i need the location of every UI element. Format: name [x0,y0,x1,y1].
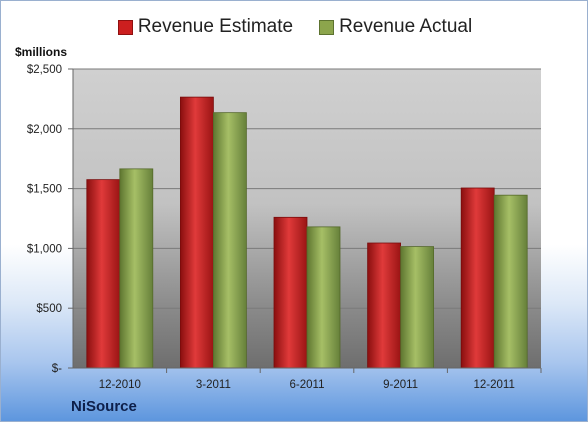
legend-item-actual: Revenue Actual [319,16,472,38]
bar-revenue-actual [306,226,341,369]
x-tick-label: 3-2011 [196,379,231,391]
legend-swatch-actual [319,19,335,35]
bar-revenue-estimate [179,96,214,369]
legend-item-estimate: Revenue Estimate [117,16,294,38]
bar-revenue-actual [212,112,247,369]
x-tick-label: 6-2011 [290,379,325,391]
x-tick-label: 12-2011 [474,379,515,391]
y-tick-label: $- [52,363,62,375]
company-name: NiSource [71,398,137,415]
legend-label-estimate: Revenue Estimate [137,16,294,37]
y-tick-label: $1,000 [27,243,62,255]
y-tick-label: $1,500 [27,184,62,196]
x-tick-label: 12-2010 [99,379,141,391]
legend-swatch-estimate [117,19,133,35]
bar-revenue-estimate [86,179,121,369]
y-tick-label: $500 [36,303,62,315]
bar-revenue-actual [400,246,435,369]
x-tick-label: 9-2011 [383,379,418,391]
legend-label-actual: Revenue Actual [339,16,473,37]
bar-revenue-estimate [460,187,495,369]
y-axis-unit-label: $millions [15,45,68,59]
legend: Revenue Estimate Revenue Actual [1,16,588,38]
bar-revenue-actual [493,194,528,369]
y-tick-label: $2,000 [27,124,62,136]
bar-revenue-estimate [367,242,402,369]
bar-revenue-actual [119,168,154,369]
bar-revenue-estimate [273,216,308,369]
y-tick-label: $2,500 [27,64,62,76]
